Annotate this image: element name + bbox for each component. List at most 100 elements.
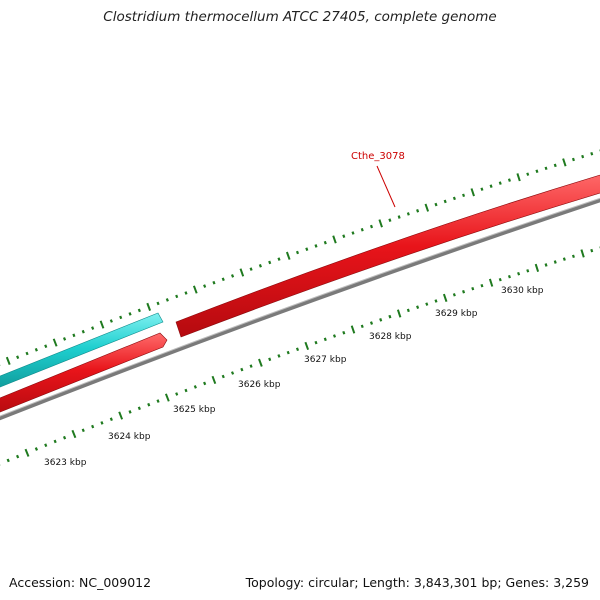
minor-tick <box>553 163 557 168</box>
minor-tick <box>62 435 67 440</box>
minor-tick <box>462 193 466 198</box>
minor-tick <box>305 247 309 251</box>
minor-tick <box>62 337 67 341</box>
minor-tick <box>137 406 141 411</box>
gene-label-leader <box>376 165 396 208</box>
minor-tick <box>16 355 20 360</box>
minor-tick <box>323 240 327 245</box>
minor-tick <box>452 293 456 297</box>
minor-tick <box>91 424 95 429</box>
major-tick <box>52 338 58 347</box>
minor-tick <box>526 269 530 273</box>
minor-tick <box>571 157 575 162</box>
minor-tick <box>535 169 539 174</box>
minor-tick <box>34 447 39 451</box>
major-tick <box>304 341 310 351</box>
minor-tick <box>128 410 132 414</box>
minor-tick <box>342 234 346 238</box>
minor-tick <box>81 329 85 334</box>
map-title: Clostridium thermocellum ATCC 27405, com… <box>103 9 497 25</box>
minor-tick <box>406 308 410 313</box>
minor-tick <box>480 187 484 191</box>
minor-tick <box>44 344 48 349</box>
minor-tick <box>147 402 151 407</box>
minor-tick <box>462 289 466 294</box>
minor-tick <box>295 347 300 352</box>
minor-tick <box>34 347 38 352</box>
minor-tick <box>397 215 401 219</box>
minor-tick <box>286 350 290 355</box>
major-tick <box>424 203 430 212</box>
forward-gene-arrow-left[interactable] <box>0 332 168 416</box>
major-tick <box>396 309 402 318</box>
minor-tick <box>360 227 364 232</box>
minor-tick <box>165 298 169 302</box>
minor-tick <box>277 354 281 358</box>
minor-tick <box>379 318 383 322</box>
minor-tick <box>480 283 484 288</box>
minor-tick <box>314 340 318 345</box>
scale-label: 3624 kbp <box>108 432 151 442</box>
minor-tick <box>360 324 364 329</box>
minor-tick <box>351 231 355 235</box>
minor-tick <box>388 314 392 319</box>
minor-tick <box>6 458 10 463</box>
major-tick <box>488 278 494 287</box>
forward-gene-cthe-3078[interactable] <box>175 172 600 338</box>
major-tick <box>516 173 521 182</box>
minor-tick <box>15 454 20 459</box>
minor-tick <box>277 257 281 261</box>
major-tick <box>562 158 567 167</box>
inner-scale-ticks <box>0 246 600 466</box>
minor-tick <box>81 428 85 433</box>
major-tick <box>239 268 245 277</box>
minor-tick <box>25 351 29 356</box>
scale-label: 3629 kbp <box>435 309 478 319</box>
minor-tick <box>184 388 188 393</box>
minor-tick <box>100 421 104 425</box>
accession-text: Accession: NC_009012 <box>9 575 152 590</box>
major-tick <box>24 448 30 457</box>
minor-tick <box>434 202 438 207</box>
minor-tick <box>489 184 493 188</box>
minor-tick <box>193 385 197 389</box>
minor-tick <box>425 302 429 306</box>
minor-tick <box>517 271 521 276</box>
minor-tick <box>553 260 557 264</box>
minor-tick <box>156 399 160 403</box>
gene-label-cthe-3078[interactable]: Cthe_3078 <box>351 151 405 162</box>
major-tick <box>99 320 105 329</box>
minor-tick <box>443 199 447 204</box>
minor-tick <box>498 181 502 185</box>
minor-tick <box>119 315 123 320</box>
minor-tick <box>230 274 235 278</box>
minor-tick <box>175 392 179 396</box>
minor-tick <box>507 274 511 279</box>
minor-tick <box>388 218 392 222</box>
major-tick <box>118 411 124 420</box>
minor-tick <box>72 333 76 338</box>
minor-tick <box>544 166 548 171</box>
major-tick <box>5 356 11 365</box>
minor-tick <box>221 277 225 282</box>
minor-tick <box>128 312 132 316</box>
scale-label: 3626 kbp <box>238 380 281 390</box>
major-tick <box>470 188 475 197</box>
scale-label: 3630 kbp <box>501 286 544 296</box>
minor-tick <box>91 326 95 330</box>
minor-tick <box>369 321 374 325</box>
major-tick <box>442 293 448 303</box>
scale-label: 3628 kbp <box>369 332 412 342</box>
minor-tick <box>156 301 160 306</box>
major-tick <box>71 429 77 439</box>
minor-tick <box>526 172 530 176</box>
major-tick <box>258 358 263 367</box>
minor-tick <box>544 263 548 267</box>
reverse-gene-arrow[interactable] <box>0 312 164 391</box>
minor-tick <box>175 294 179 299</box>
minor-tick <box>416 209 420 213</box>
minor-tick <box>53 439 57 444</box>
major-tick <box>146 302 152 311</box>
major-tick <box>350 325 356 334</box>
